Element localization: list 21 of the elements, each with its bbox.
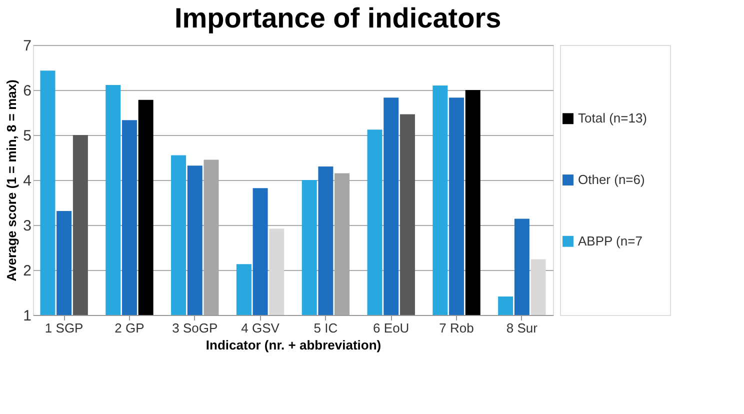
x-tick-label: 7 Rob — [439, 320, 474, 336]
y-tick-label: 1 — [23, 308, 32, 324]
y-axis-title: Average score (1 = min, 8 = max) — [4, 80, 20, 282]
y-tick-label: 2 — [23, 262, 32, 280]
x-tick-label: 4 GSV — [241, 320, 280, 336]
x-tick-label: 8 Sur — [506, 320, 538, 336]
x-tick-label: 2 GP — [114, 320, 144, 336]
y-tick-label: 6 — [23, 82, 32, 100]
y-tick-label: 7 — [23, 38, 32, 54]
x-tick-label: 6 EoU — [373, 320, 410, 336]
y-tick-label: 5 — [23, 128, 32, 144]
x-tick-label: 3 SoGP — [172, 320, 218, 336]
legend-label: Total (n=13) — [578, 110, 648, 126]
legend-label: Other (n=6) — [578, 172, 645, 187]
chart-title: Importance of indicators — [174, 2, 502, 34]
x-tick-label: 5 IC — [314, 320, 338, 336]
x-tick-label: 1 SGP — [44, 320, 84, 336]
x-axis-title: Indicator (nr. + abbreviation) — [206, 338, 382, 352]
legend-label: ABPP (n=7 — [578, 233, 642, 248]
y-tick-label: 3 — [23, 218, 32, 234]
y-tick-label: 4 — [23, 172, 32, 190]
